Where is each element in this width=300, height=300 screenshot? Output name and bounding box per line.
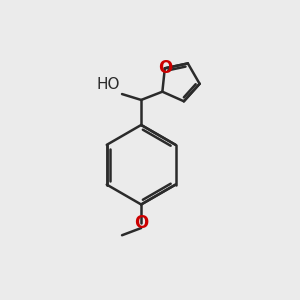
Text: HO: HO xyxy=(96,77,120,92)
Text: O: O xyxy=(158,59,172,77)
Text: O: O xyxy=(134,214,148,232)
